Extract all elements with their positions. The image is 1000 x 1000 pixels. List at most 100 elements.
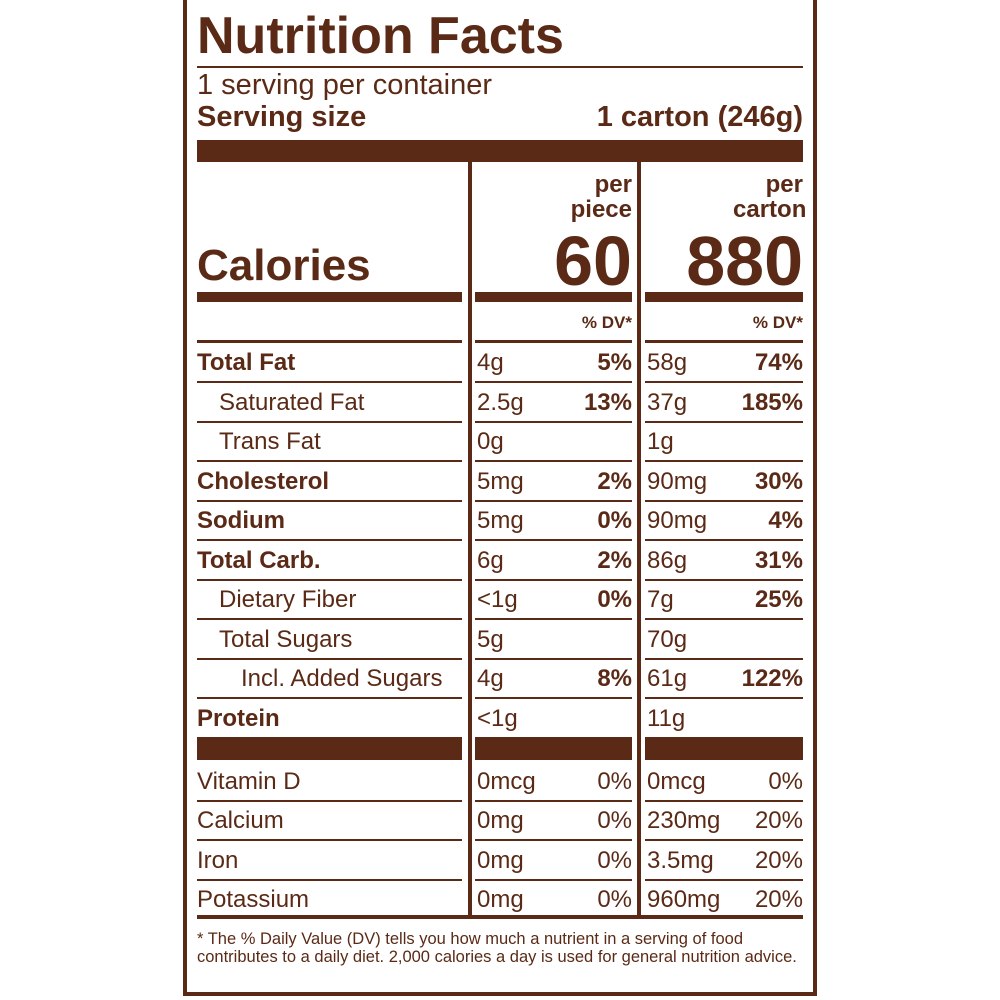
nutrient-name: Sodium: [197, 507, 285, 534]
amount: 230mg: [647, 807, 721, 835]
daily-value: 0%: [597, 586, 632, 613]
rule: [475, 340, 632, 343]
nutrient-name: Trans Fat: [219, 428, 321, 455]
dv-header: % DV*: [752, 313, 803, 332]
amount: 0mg: [477, 846, 524, 874]
rule: [197, 697, 462, 699]
thick-rule: [475, 737, 632, 760]
daily-value: 5%: [597, 349, 632, 376]
nutrient-name: Incl. Added Sugars: [241, 665, 443, 692]
rule: [197, 618, 462, 620]
daily-value: 0%: [597, 846, 632, 874]
rule: [475, 657, 632, 660]
daily-value: 31%: [754, 546, 803, 574]
nutrient-name: Vitamin D: [197, 768, 301, 795]
amount: 61g: [647, 665, 688, 692]
border-left: [183, 0, 187, 996]
rule: [475, 381, 632, 383]
rule: [475, 839, 632, 842]
rule: [475, 578, 632, 581]
amount: 5mg: [477, 507, 524, 534]
thick-rule: [645, 292, 803, 302]
nutrient-name: Total Fat: [197, 349, 296, 376]
rule: [645, 381, 803, 383]
rule: [197, 460, 462, 462]
nutrient-name: Dietary Fiber: [219, 586, 357, 613]
amount: 960mg: [647, 885, 721, 913]
calories-value: 60: [554, 222, 632, 300]
rule: [197, 578, 462, 581]
amount: 4g: [477, 665, 504, 692]
amount: 5mg: [477, 467, 524, 495]
rule: [197, 878, 462, 881]
rule: [197, 800, 462, 802]
rule: [645, 578, 803, 581]
amount: 0mg: [477, 885, 524, 913]
daily-value: 0%: [597, 507, 632, 534]
column-header: per piece: [570, 171, 632, 224]
amount: 3.5mg: [647, 846, 714, 874]
footnote: * The % Daily Value (DV) tells you how m…: [197, 930, 797, 967]
column-header: per carton: [733, 171, 807, 224]
amount: <1g: [477, 586, 518, 613]
thick-rule: [197, 737, 462, 760]
rule: [645, 657, 803, 660]
rule: [197, 839, 462, 842]
border-right: [813, 0, 817, 996]
rule: [645, 499, 803, 502]
rule: [645, 420, 803, 423]
daily-value: 8%: [597, 665, 632, 692]
daily-value: 122%: [741, 665, 803, 692]
serving-size-value: 1 carton (246g): [596, 101, 803, 133]
nutrient-name: Iron: [197, 846, 239, 874]
nutrient-name: Potassium: [197, 885, 310, 913]
amount: <1g: [477, 704, 518, 732]
rule: [197, 340, 462, 343]
daily-value: 20%: [754, 885, 803, 913]
rule: [645, 697, 803, 699]
amount: 86g: [647, 546, 688, 574]
daily-value: 13%: [583, 388, 632, 416]
rule: [645, 539, 803, 541]
rule: [197, 420, 462, 423]
daily-value: 2%: [597, 467, 632, 495]
amount: 4g: [477, 349, 504, 376]
rule: [645, 839, 803, 842]
amount: 0mcg: [477, 768, 536, 795]
rule: [645, 340, 803, 343]
rule: [475, 878, 632, 881]
daily-value: 20%: [754, 807, 803, 835]
rule: [475, 499, 632, 502]
nutrient-name: Saturated Fat: [219, 388, 365, 416]
rule: [645, 460, 803, 462]
amount: 7g: [647, 586, 674, 613]
amount: 6g: [477, 546, 504, 574]
nutrient-name: Total Carb.: [197, 546, 321, 574]
nutrient-name: Cholesterol: [197, 467, 330, 495]
nutrient-name: Calcium: [197, 807, 284, 835]
rule: [645, 800, 803, 802]
column-divider: [468, 162, 472, 918]
nutrient-name: Total Sugars: [219, 625, 353, 653]
rule: [197, 915, 803, 919]
rule: [197, 381, 462, 383]
amount: 0mcg: [647, 768, 706, 795]
amount: 90mg: [647, 467, 708, 495]
calories-label: Calories: [197, 241, 371, 290]
servings: 1 serving per container: [197, 69, 492, 101]
amount: 90mg: [647, 507, 708, 534]
thick-rule: [645, 737, 803, 760]
rule: [475, 618, 632, 620]
rule: [645, 618, 803, 620]
amount: 0g: [477, 428, 504, 455]
daily-value: 4%: [768, 507, 803, 534]
daily-value: 20%: [754, 846, 803, 874]
thick-rule: [197, 140, 803, 162]
rule: [475, 800, 632, 802]
daily-value: 25%: [754, 586, 803, 613]
amount: 0mg: [477, 807, 524, 835]
amount: 5g: [477, 625, 504, 653]
amount: 2.5g: [477, 388, 524, 416]
amount: 58g: [647, 349, 688, 376]
